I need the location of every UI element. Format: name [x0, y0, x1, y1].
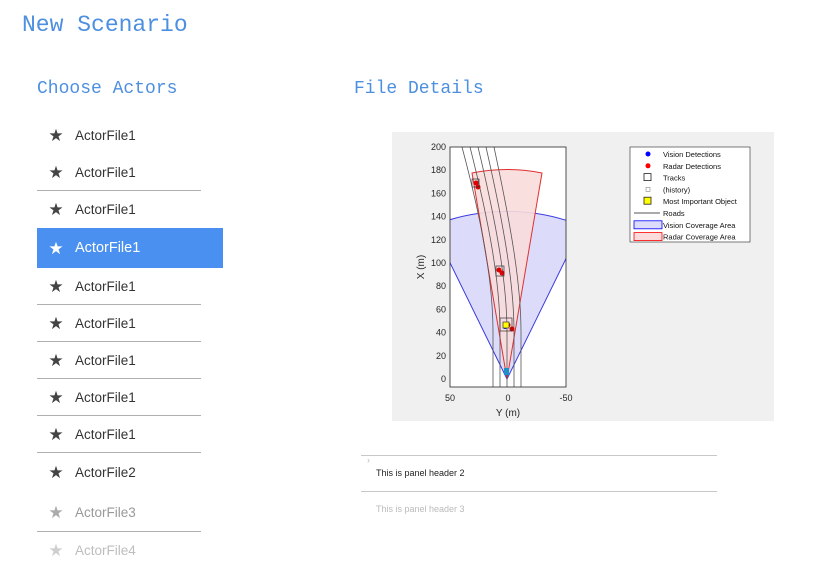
- legend-label: Vision Coverage Area: [663, 221, 736, 230]
- x-tick-label: 0: [505, 393, 510, 403]
- y-tick-label: 60: [436, 304, 446, 314]
- star-icon: ★: [48, 163, 64, 182]
- panel-header-title: This is panel header 2: [376, 468, 465, 478]
- actor-item[interactable]: ★ ActorFile1: [37, 191, 223, 228]
- actor-label: ActorFile1: [75, 353, 136, 368]
- actor-label: ActorFile1: [75, 316, 136, 331]
- actor-label: ActorFile1: [75, 202, 136, 217]
- y-tick-label: 200: [431, 142, 446, 152]
- chevron-right-icon: ›: [367, 455, 370, 465]
- legend-label: Radar Coverage Area: [663, 233, 736, 242]
- radar-coverage-area: [471, 169, 543, 380]
- tracks: [471, 178, 513, 332]
- star-icon: ★: [48, 502, 64, 522]
- y-tick-label: 140: [431, 212, 446, 222]
- ego-vehicle: [504, 368, 509, 375]
- legend-marker-radar: [645, 163, 651, 169]
- legend-label: Radar Detections: [663, 162, 721, 171]
- choose-actors-title: Choose Actors: [37, 79, 178, 99]
- panel-header-3[interactable]: This is panel header 3: [361, 491, 717, 527]
- legend-marker-mio: [643, 196, 652, 205]
- plot-content: [450, 147, 566, 387]
- actor-label: ActorFile1: [75, 390, 136, 405]
- y-axis-label: X (m): [416, 255, 427, 279]
- actor-label: ActorFile1: [75, 240, 141, 256]
- actor-item[interactable]: ★ ActorFile4: [37, 532, 223, 569]
- birds-eye-plot: 0 20 40 60 80 100 120 140 160 180 200 50 0 -50 X (m)…: [416, 142, 751, 419]
- page-title: New Scenario: [22, 12, 188, 38]
- y-tick-label: 80: [436, 281, 446, 291]
- actor-label: ActorFile1: [75, 279, 136, 294]
- star-icon: ★: [48, 238, 64, 258]
- y-tick-label: 160: [431, 188, 446, 198]
- legend-label: Vision Detections: [663, 150, 721, 159]
- most-important-object-marker: [502, 321, 510, 329]
- track-marker: [495, 265, 505, 277]
- actor-label: ActorFile1: [75, 427, 136, 442]
- star-icon: ★: [48, 126, 64, 145]
- y-tick-label: 100: [431, 258, 446, 268]
- actor-list: ★ ActorFile1 ★ ActorFile1 ★ ActorFile1 ★…: [37, 117, 223, 569]
- actor-item[interactable]: ★ ActorFile1: [37, 305, 223, 342]
- legend-marker-history: [645, 187, 651, 192]
- star-icon: ★: [48, 541, 64, 560]
- actor-item[interactable]: ★ ActorFile1: [37, 117, 223, 154]
- birds-eye-plot-panel: 0 20 40 60 80 100 120 140 160 180 200 50 0 -50 X (m)…: [392, 132, 774, 421]
- y-tick-label: 20: [436, 351, 446, 361]
- radar-detection-point: [499, 270, 505, 276]
- legend-marker-tracks: [643, 173, 652, 181]
- legend-marker-radar-area: [633, 232, 663, 241]
- legend-label: Tracks: [663, 174, 685, 183]
- legend-marker-vision-area: [633, 220, 663, 230]
- star-icon: ★: [48, 388, 64, 407]
- actor-item[interactable]: ★ ActorFile3: [37, 492, 223, 532]
- legend-label: Roads: [663, 209, 685, 218]
- x-tick-label: 50: [445, 393, 455, 403]
- actor-item-selected[interactable]: ★ ActorFile1: [37, 228, 223, 268]
- panel-header-2[interactable]: › This is panel header 2: [361, 455, 717, 491]
- y-tick-label: 40: [436, 328, 446, 338]
- actor-item[interactable]: ★ ActorFile1: [37, 268, 223, 305]
- track-marker: [471, 178, 480, 188]
- actor-label: ActorFile1: [75, 165, 136, 180]
- legend-label: Most Important Object: [663, 197, 738, 206]
- star-icon: ★: [48, 277, 64, 296]
- x-axis-label: Y (m): [496, 408, 520, 419]
- actor-item[interactable]: ★ ActorFile1: [37, 416, 223, 453]
- actor-label: ActorFile3: [75, 504, 136, 520]
- actor-item[interactable]: ★ ActorFile1: [37, 379, 223, 416]
- actor-item[interactable]: ★ ActorFile1: [37, 342, 223, 379]
- actor-label: ActorFile1: [75, 128, 136, 143]
- y-tick-label: 180: [431, 165, 446, 175]
- actor-label: ActorFile2: [75, 465, 136, 480]
- panel-header-title: This is panel header 3: [376, 504, 465, 514]
- legend-label: (history): [663, 185, 691, 194]
- plot-legend: Vision Detections Radar Detections Tracks (…: [629, 146, 751, 243]
- radar-detection-point: [473, 180, 479, 186]
- star-icon: ★: [48, 351, 64, 370]
- legend-marker-vision: [645, 151, 651, 157]
- actor-label: ActorFile4: [75, 543, 136, 558]
- star-icon: ★: [48, 463, 64, 482]
- actor-item[interactable]: ★ ActorFile2: [37, 453, 223, 492]
- x-tick-label: -50: [559, 393, 572, 403]
- y-tick-label: 120: [431, 235, 446, 245]
- y-tick-label: 0: [441, 374, 446, 384]
- plot-axes-frame: [449, 146, 567, 388]
- star-icon: ★: [48, 425, 64, 444]
- star-icon: ★: [48, 314, 64, 333]
- track-marker: [499, 317, 513, 332]
- file-details-title: File Details: [354, 79, 484, 99]
- actor-item[interactable]: ★ ActorFile1: [37, 154, 223, 191]
- star-icon: ★: [48, 200, 64, 219]
